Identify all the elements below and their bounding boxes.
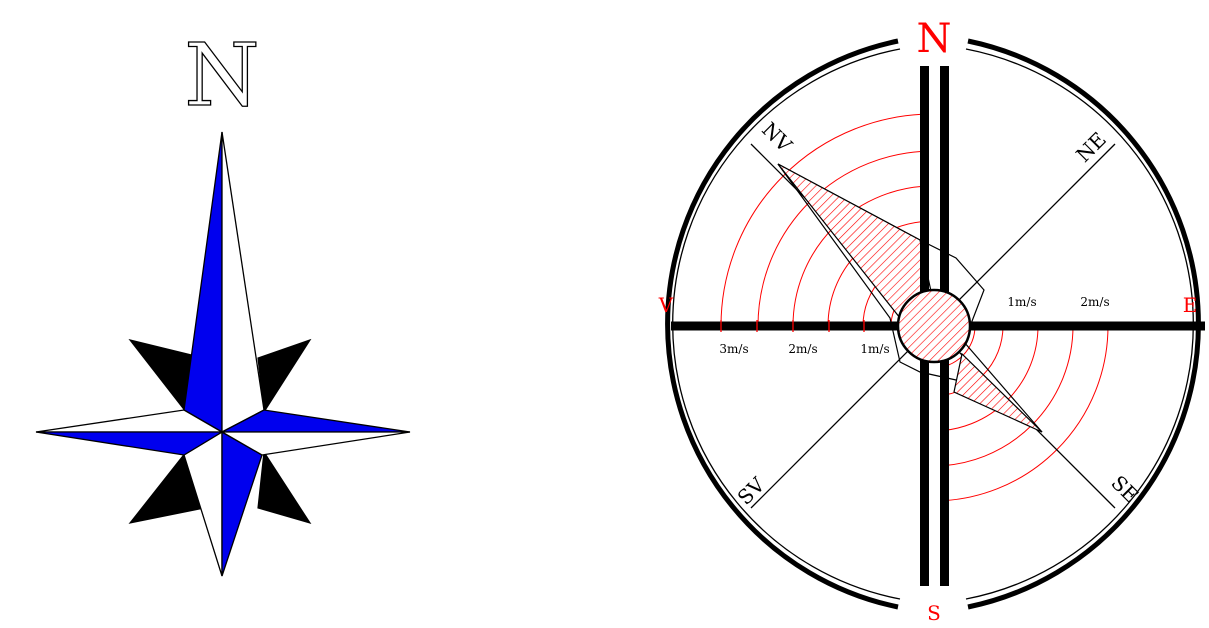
calm-center-circle [896, 288, 972, 364]
spike-southeast [257, 450, 312, 525]
main-points [35, 131, 411, 577]
east-point-bottom [219, 431, 411, 456]
compass-rose: N [35, 25, 411, 577]
scale-label-west-1: 1m/s [860, 342, 889, 356]
label-north: N [917, 16, 952, 62]
wind-rose: N S V E NV NE SV SE 3m/s 2m/s 1m/s 1m/s … [658, 16, 1205, 625]
scale-label-west-3: 3m/s [719, 342, 748, 356]
scale-label-east-1: 1m/s [1007, 295, 1036, 309]
cardinal-labels: N S V E [658, 16, 1198, 625]
north-point-left [183, 131, 223, 434]
scale-label-west-2: 2m/s [788, 342, 817, 356]
outer-ring-left-thick [665, 38, 899, 610]
west-point-bottom [35, 431, 225, 456]
label-east: E [1183, 293, 1198, 317]
spike-northeast [257, 338, 312, 414]
compass-rose-north-label: N [184, 26, 259, 126]
petal-southeast [953, 352, 1043, 433]
north-point-right [221, 131, 265, 434]
label-northeast: NE [1071, 127, 1111, 167]
label-south: S [927, 601, 941, 625]
scale-labels: 3m/s 2m/s 1m/s 1m/s 2m/s [719, 295, 1109, 356]
petal-northwest [777, 163, 933, 319]
label-west: V [658, 293, 674, 317]
label-northwest: NV [757, 117, 797, 157]
west-axis-ticks [720, 320, 865, 332]
scale-label-east-2: 2m/s [1080, 295, 1109, 309]
south-point-right [221, 430, 263, 577]
diagonal-spikes [128, 338, 312, 525]
